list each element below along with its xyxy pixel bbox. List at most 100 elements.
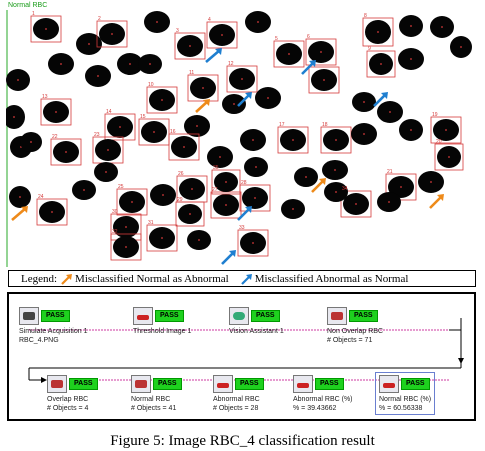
detection-box bbox=[168, 133, 200, 161]
box-label: 18 bbox=[322, 122, 328, 128]
node-non-overlap-rbc[interactable]: PASS Non Overlap RBC # Objects = 71 bbox=[327, 306, 383, 345]
rbc-image-panel: 1234567891011121314151617181920212223242… bbox=[6, 2, 480, 267]
pass-badge: PASS bbox=[69, 378, 98, 390]
legend-item1-label: Misclassified Normal as Abnormal bbox=[75, 272, 229, 285]
detection-box bbox=[138, 118, 170, 146]
misclassification-arrow bbox=[301, 60, 316, 75]
node-name: Normal RBC bbox=[131, 396, 171, 403]
node-threshold-image[interactable]: PASS Threshold Image 1 bbox=[133, 306, 191, 336]
rbc-cell bbox=[6, 105, 25, 129]
legend-title: Legend: bbox=[21, 272, 58, 285]
box-label: 2 bbox=[98, 16, 101, 22]
box-label: 25 bbox=[118, 184, 124, 190]
misclassification-arrow bbox=[237, 92, 252, 107]
detection-box bbox=[174, 32, 206, 60]
detection-box bbox=[40, 98, 72, 126]
node-normal-rbc[interactable]: PASS Normal RBC # Objects = 41 bbox=[131, 374, 182, 413]
detection-box bbox=[320, 126, 352, 154]
cells-icon bbox=[327, 307, 347, 325]
misclassification-arrow bbox=[311, 178, 326, 193]
node-normal-rbc-percent[interactable]: PASS Normal RBC (%) % = 60.56338 bbox=[375, 372, 436, 415]
box-label: 19 bbox=[432, 112, 438, 118]
box-label: 13 bbox=[42, 94, 48, 100]
detection-box bbox=[116, 188, 148, 216]
detection-box bbox=[187, 74, 219, 102]
misclassification-arrow bbox=[195, 99, 210, 113]
misclassification-arrow bbox=[373, 92, 388, 107]
box-label: 4 bbox=[208, 17, 211, 23]
box-label: 6 bbox=[307, 34, 310, 40]
box-label: 10 bbox=[148, 82, 154, 88]
box-label: 22 bbox=[52, 134, 58, 140]
box-label: 33 bbox=[239, 225, 245, 231]
detection-box bbox=[211, 169, 241, 195]
detection-box bbox=[277, 126, 309, 154]
detection-box bbox=[175, 201, 205, 227]
box-label: 5 bbox=[275, 36, 278, 42]
detection-box bbox=[226, 65, 258, 93]
detection-box bbox=[50, 138, 82, 166]
gears-icon bbox=[229, 307, 249, 325]
node-sub: % = 39.43662 bbox=[293, 405, 337, 412]
detection-box bbox=[385, 173, 417, 201]
calculator-icon bbox=[213, 375, 233, 393]
cells-icon bbox=[131, 375, 151, 393]
box-label: 28 bbox=[241, 180, 247, 186]
pass-badge: PASS bbox=[41, 310, 70, 322]
detection-box bbox=[239, 184, 271, 212]
node-sub: # Objects = 41 bbox=[131, 405, 177, 412]
box-label: 32 bbox=[112, 229, 118, 235]
detection-box bbox=[237, 229, 269, 257]
node-vision-assistant[interactable]: PASS Vision Assistant 1 bbox=[229, 306, 284, 336]
detection-box bbox=[273, 40, 305, 68]
inspection-pipeline: PASS Simulate Acquisition 1 RBC_4.PNG PA… bbox=[7, 292, 476, 421]
node-name: Normal RBC (%) bbox=[379, 396, 432, 403]
box-label: 11 bbox=[189, 70, 194, 76]
detection-box bbox=[110, 233, 142, 261]
node-overlap-rbc[interactable]: PASS Overlap RBC # Objects = 4 bbox=[47, 374, 98, 413]
node-name: Overlap RBC bbox=[47, 396, 89, 403]
box-label: 21 bbox=[387, 169, 393, 175]
detection-box bbox=[146, 86, 178, 114]
box-label: 16 bbox=[170, 129, 176, 135]
misclassification-arrow bbox=[221, 250, 236, 265]
box-label: 34 bbox=[342, 186, 348, 192]
orange-arrow-icon bbox=[61, 273, 73, 285]
legend-item-abnormal-as-normal: Misclassified Abnormal as Normal bbox=[237, 273, 408, 285]
detection-box bbox=[305, 38, 337, 66]
node-sub: # Objects = 71 bbox=[327, 337, 373, 344]
node-name: Vision Assistant 1 bbox=[229, 328, 284, 335]
pass-badge: PASS bbox=[401, 378, 430, 390]
legend-item-normal-as-abnormal: Misclassified Normal as Abnormal bbox=[57, 273, 229, 285]
detection-box bbox=[104, 113, 136, 141]
box-label: 23 bbox=[94, 132, 100, 138]
node-abnormal-rbc-percent[interactable]: PASS Abnormal RBC (%) % = 39.43662 bbox=[293, 374, 353, 413]
misclassification-arrow bbox=[237, 206, 252, 221]
node-sub: % = 60.56338 bbox=[379, 405, 423, 412]
node-name: Non Overlap RBC bbox=[327, 328, 384, 335]
box-label: 12 bbox=[228, 61, 234, 67]
node-sub: # Objects = 4 bbox=[47, 405, 89, 412]
detection-box bbox=[366, 50, 396, 78]
box-label: 24 bbox=[38, 194, 44, 200]
misclassification-arrow bbox=[205, 48, 222, 63]
node-sub: # Objects = 28 bbox=[213, 405, 259, 412]
node-abnormal-rbc[interactable]: PASS Abnormal RBC # Objects = 28 bbox=[213, 374, 264, 413]
box-label: 31 bbox=[148, 220, 154, 226]
node-sub: RBC_4.PNG bbox=[19, 337, 59, 344]
rbc-image: 1234567891011121314151617181920212223242… bbox=[6, 10, 472, 267]
detection-box bbox=[362, 17, 394, 47]
detection-box bbox=[308, 66, 340, 94]
box-label: 15 bbox=[140, 114, 146, 120]
misclassification-arrow bbox=[429, 194, 444, 209]
detection-box bbox=[430, 116, 462, 144]
node-simulate-acquisition[interactable]: PASS Simulate Acquisition 1 RBC_4.PNG bbox=[19, 306, 87, 345]
detection-box bbox=[30, 15, 62, 43]
node-name: Abnormal RBC bbox=[213, 396, 260, 403]
detection-box bbox=[146, 224, 178, 252]
cells-icon bbox=[47, 375, 67, 393]
legend: Legend: Misclassified Normal as Abnormal… bbox=[8, 270, 476, 287]
camera-icon bbox=[19, 307, 39, 325]
box-label: 27 bbox=[212, 187, 218, 193]
box-label: 14 bbox=[106, 109, 112, 115]
